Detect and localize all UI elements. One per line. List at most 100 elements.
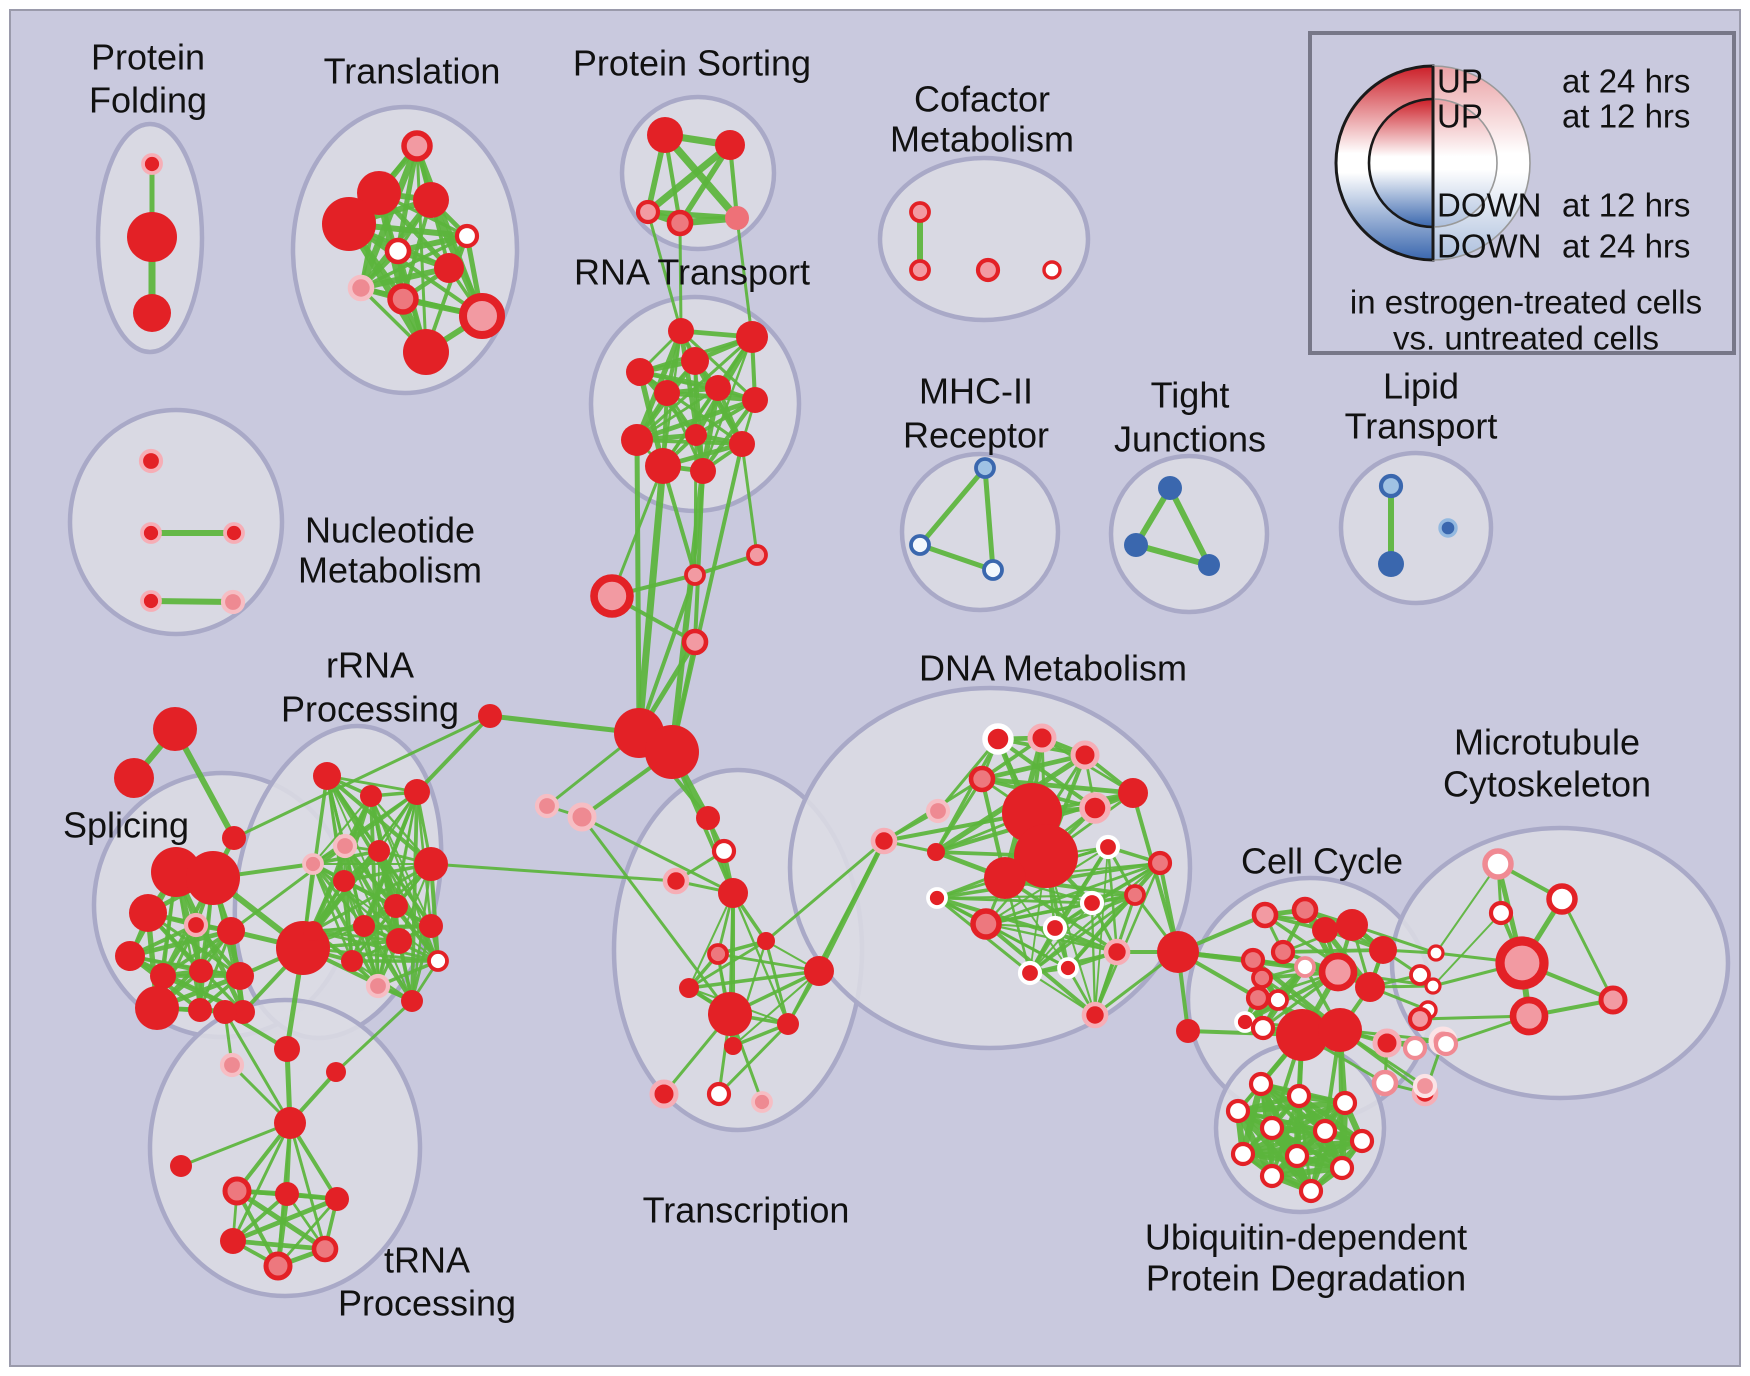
- cluster-label-ubiquitin-degradation: Ubiquitin-dependent: [1145, 1217, 1467, 1258]
- network-edge: [311, 794, 373, 866]
- network-node: [757, 932, 775, 950]
- cluster-ellipse-tight-junctions: [1108, 453, 1270, 615]
- network-node: [1509, 996, 1549, 1036]
- network-node: [1409, 964, 1431, 986]
- network-edge: [334, 999, 414, 1074]
- network-edge: [1167, 485, 1212, 568]
- edge-layer: [127, 131, 1615, 1269]
- network-node: [1248, 1071, 1274, 1097]
- network-node: [1079, 890, 1105, 916]
- network-node: [685, 424, 707, 446]
- network-node: [590, 574, 634, 618]
- network-node: [708, 992, 752, 1036]
- cluster-ellipse-nucleotide-metabolism: [67, 407, 285, 637]
- network-node: [186, 851, 240, 905]
- cluster-label-microtubule-cytoskeleton: Cytoskeleton: [1443, 764, 1651, 805]
- network-node: [153, 707, 197, 751]
- network-node: [419, 914, 443, 938]
- network-node: [567, 802, 597, 832]
- network-node: [1378, 551, 1404, 577]
- network-node: [387, 283, 419, 315]
- network-edge: [1028, 861, 1162, 975]
- legend-row-time: at 12 hrs: [1562, 98, 1690, 135]
- network-node: [968, 765, 996, 793]
- network-node: [662, 867, 690, 895]
- network-edge: [410, 924, 433, 1003]
- network-node: [459, 293, 505, 339]
- network-node: [1329, 1155, 1355, 1181]
- legend-updown-glyph: [1369, 99, 1433, 227]
- network-node: [1270, 939, 1296, 965]
- network-node: [220, 589, 246, 615]
- network-edge: [223, 1010, 292, 1125]
- network-node: [115, 941, 145, 971]
- network-node: [635, 199, 661, 225]
- network-edge: [935, 893, 1137, 900]
- network-node: [666, 209, 694, 237]
- network-edge: [786, 839, 886, 1026]
- network-edge: [700, 385, 721, 474]
- network-edge: [232, 714, 492, 840]
- network-edge: [415, 714, 492, 794]
- network-node: [1027, 723, 1057, 753]
- network-edge: [917, 542, 996, 573]
- cluster-label-translation: Translation: [324, 51, 501, 92]
- network-edge: [995, 736, 1098, 811]
- network-edge: [917, 465, 988, 548]
- network-node: [275, 1182, 299, 1206]
- network-node: [1482, 848, 1514, 880]
- legend-row-time: at 24 hrs: [1562, 63, 1690, 100]
- network-node: [1495, 936, 1549, 990]
- network-node: [1427, 944, 1445, 962]
- network-node: [1369, 936, 1397, 964]
- network-node: [729, 431, 755, 457]
- network-node: [1124, 884, 1146, 906]
- cluster-label-rrna-processing: Processing: [281, 689, 459, 730]
- network-edge: [934, 895, 1120, 955]
- network-edge: [979, 752, 1088, 782]
- network-edge: [1028, 893, 1137, 975]
- network-node: [742, 387, 768, 413]
- network-node: [1598, 985, 1628, 1015]
- network-edge: [341, 878, 355, 964]
- network-node: [1407, 1006, 1433, 1032]
- network-node: [188, 998, 212, 1022]
- network-node: [647, 117, 683, 153]
- cluster-label-lipid-transport: Lipid: [1383, 366, 1459, 407]
- legend-updown-glyph: [1432, 98, 1498, 228]
- network-edge: [230, 1238, 328, 1252]
- network-node: [984, 857, 1026, 899]
- network-node: [1433, 1031, 1459, 1057]
- network-node: [1312, 917, 1338, 943]
- network-node: [668, 318, 694, 344]
- network-node: [654, 380, 680, 406]
- network-node: [1158, 476, 1182, 500]
- network-node: [718, 878, 748, 908]
- network-edge: [661, 131, 741, 222]
- network-node: [1014, 824, 1078, 888]
- cluster-ellipse-microtubule-cytoskeleton: [1389, 825, 1731, 1101]
- cluster-label-nucleotide-metabolism: Metabolism: [298, 550, 482, 591]
- network-edge: [982, 465, 996, 573]
- network-node: [129, 894, 167, 932]
- network-node: [183, 912, 209, 938]
- network-node: [413, 182, 449, 218]
- cluster-label-dna-metabolism: DNA Metabolism: [919, 648, 1187, 689]
- network-node: [220, 1228, 246, 1254]
- legend-row-word: DOWN: [1437, 187, 1541, 224]
- legend-caption: vs. untreated cells: [1393, 320, 1659, 357]
- network-node: [1378, 473, 1404, 499]
- cluster-label-tight-junctions: Tight: [1151, 375, 1230, 416]
- cluster-label-protein-folding: Protein: [91, 37, 205, 78]
- network-node: [982, 559, 1004, 581]
- network-node: [1438, 518, 1458, 538]
- network-node: [1276, 1009, 1328, 1061]
- network-edge: [179, 1121, 292, 1168]
- network-node: [263, 1251, 293, 1281]
- cluster-label-protein-folding: Folding: [89, 80, 207, 121]
- network-node: [1057, 957, 1079, 979]
- network-node: [170, 1155, 192, 1177]
- network-node: [226, 962, 254, 990]
- network-node: [384, 237, 412, 265]
- network-edge: [638, 370, 744, 446]
